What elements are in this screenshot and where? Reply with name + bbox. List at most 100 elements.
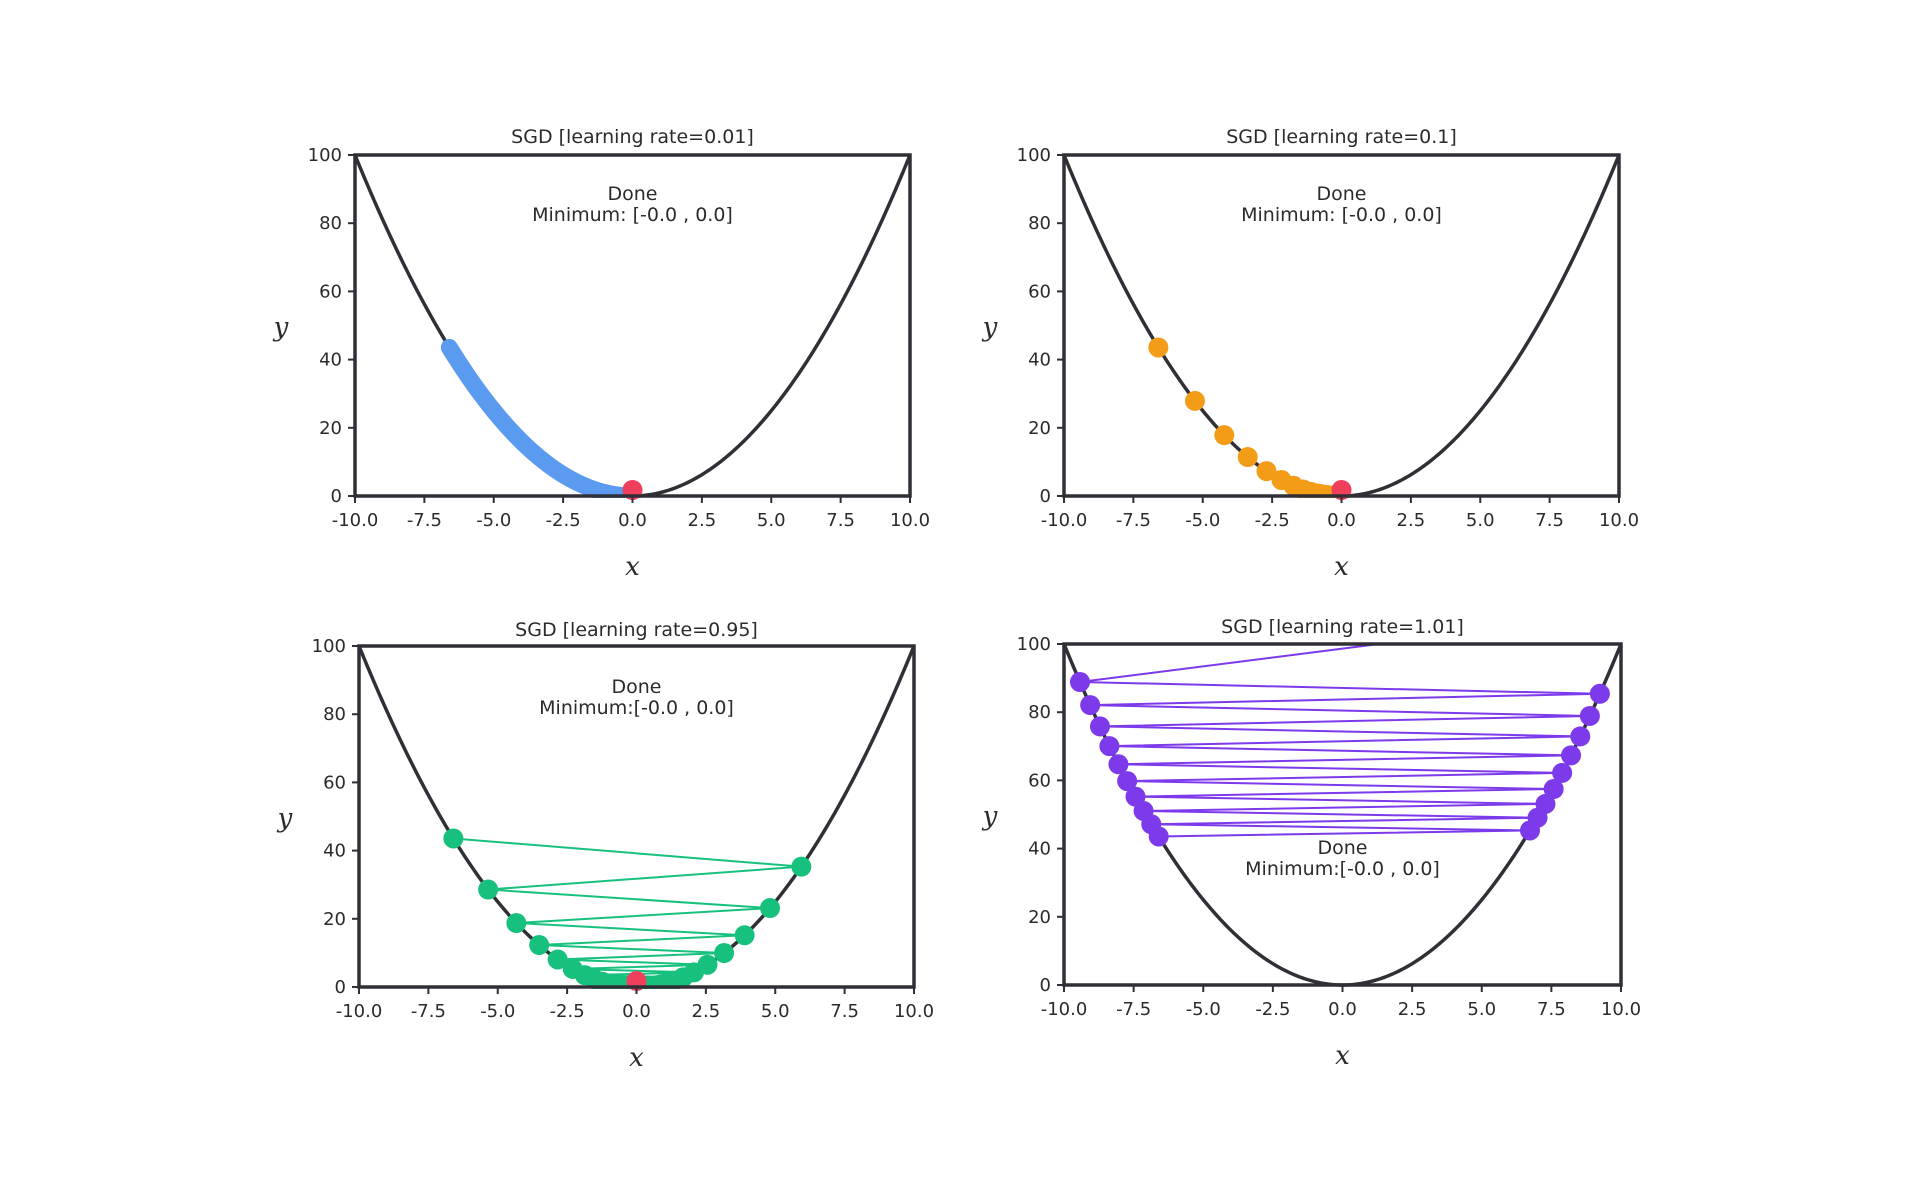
x-tick-label: 10.0: [890, 510, 930, 531]
y-tick-label: 60: [319, 281, 342, 302]
descent-steps: [440, 338, 641, 498]
x-tick-label: 5.0: [757, 510, 786, 531]
x-tick-label: -7.5: [1116, 999, 1151, 1020]
x-tick-label: 0.0: [618, 510, 647, 531]
step-point: [1148, 337, 1169, 358]
x-tick-label: 10.0: [894, 1001, 934, 1022]
x-tick-label: 7.5: [1535, 510, 1564, 531]
step-point: [547, 949, 568, 970]
chart-panel-4: -10.0 -7.5 -5.0 -2.5 0.0 2.5 5.0 7.5 10.0 0 20 40 60…: [982, 616, 1641, 1071]
y-axis-label: y: [273, 313, 289, 343]
y-tick-label: 40: [1028, 350, 1051, 371]
x-axis-label: x: [1334, 552, 1349, 582]
step-point: [1184, 390, 1205, 411]
x-tick-label: 7.5: [826, 510, 855, 531]
step-point: [1237, 447, 1258, 468]
x-tick-label: -7.5: [1116, 510, 1151, 531]
y-tick-label: 60: [1028, 281, 1051, 302]
x-tick-label: 2.5: [692, 1001, 721, 1022]
step-point: [1570, 726, 1591, 747]
descent-path: [440, 338, 641, 498]
x-axis-label: x: [625, 552, 640, 582]
x-tick-label: 10.0: [1599, 510, 1639, 531]
chart-title: SGD [learning rate=0.1]: [1226, 126, 1457, 148]
minimum-annotation: Minimum:[-0.0 , 0.0]: [539, 697, 734, 719]
step-point: [529, 935, 550, 956]
step-point: [1069, 672, 1090, 692]
status-annotation: Done: [1318, 837, 1368, 859]
y-axis-label: y: [982, 313, 998, 343]
minimum-annotation: Minimum: [-0.0 , 0.0]: [1241, 204, 1442, 226]
x-tick-label: -10.0: [336, 1001, 383, 1022]
step-point: [478, 879, 499, 900]
chart-panel-2: -10.0 -7.5 -5.0 -2.5 0.0 2.5 5.0 7.5 10.0 0 20 40 60…: [982, 126, 1639, 582]
y-tick-label: 100: [1017, 145, 1051, 166]
y-tick-label: 80: [1028, 213, 1051, 234]
y-tick-label: 20: [1028, 907, 1051, 928]
x-tick-label: 2.5: [1397, 510, 1426, 531]
y-tick-label: 20: [323, 909, 346, 930]
step-point: [1543, 779, 1564, 800]
x-tick-label: -10.0: [1041, 510, 1088, 531]
step-point: [1080, 695, 1101, 716]
x-tick-label: -10.0: [332, 510, 379, 531]
x-tick-label: 0.0: [1328, 999, 1357, 1020]
step-point: [443, 828, 464, 849]
descent-path: [1079, 643, 1600, 838]
step-point: [506, 913, 527, 934]
step-point: [734, 925, 755, 946]
step-point: [1099, 736, 1120, 757]
step-point: [1589, 683, 1610, 704]
x-axis-label: x: [1335, 1041, 1350, 1071]
x-tick-label: -2.5: [1255, 510, 1290, 531]
y-tick-label: 60: [1028, 770, 1051, 791]
x-tick-label: 0.0: [622, 1001, 651, 1022]
descent-steps: [1069, 643, 1610, 847]
x-tick-label: -2.5: [550, 1001, 585, 1022]
y-axis-label: y: [277, 804, 293, 834]
y-tick-label: 0: [1040, 975, 1051, 996]
step-point: [1117, 771, 1138, 792]
x-tick-label: -2.5: [1255, 999, 1290, 1020]
step-point: [1108, 754, 1129, 775]
descent-steps: [443, 828, 812, 989]
x-tick-label: -7.5: [407, 510, 442, 531]
x-tick-label: 7.5: [1537, 999, 1566, 1020]
y-tick-label: 60: [323, 772, 346, 793]
x-tick-label: -2.5: [546, 510, 581, 531]
status-annotation: Done: [1317, 183, 1367, 205]
y-tick-label: 40: [323, 841, 346, 862]
y-tick-label: 20: [319, 418, 342, 439]
step-point: [1089, 716, 1110, 737]
y-tick-label: 40: [1028, 839, 1051, 860]
y-tick-label: 100: [308, 145, 342, 166]
y-tick-label: 80: [1028, 702, 1051, 723]
chart-panel-3: -10.0 -7.5 -5.0 -2.5 0.0 2.5 5.0 7.5 10.0 0 20 40 60…: [277, 619, 934, 1073]
x-tick-label: 2.5: [1398, 999, 1427, 1020]
y-tick-label: 80: [319, 213, 342, 234]
x-tick-label: -5.0: [1185, 510, 1220, 531]
y-tick-label: 20: [1028, 418, 1051, 439]
x-axis-label: x: [629, 1043, 644, 1073]
y-tick-label: 0: [331, 486, 342, 507]
x-tick-label: 5.0: [761, 1001, 790, 1022]
status-annotation: Done: [608, 183, 658, 205]
y-tick-label: 80: [323, 704, 346, 725]
x-tick-label: 5.0: [1467, 999, 1496, 1020]
x-tick-label: 0.0: [1327, 510, 1356, 531]
x-tick-label: -10.0: [1041, 999, 1088, 1020]
x-tick-label: 10.0: [1601, 999, 1641, 1020]
status-annotation: Done: [612, 676, 662, 698]
minimum-annotation: Minimum: [-0.0 , 0.0]: [532, 204, 733, 226]
x-tick-label: 5.0: [1466, 510, 1495, 531]
x-tick-label: -7.5: [411, 1001, 446, 1022]
x-tick-label: -5.0: [1186, 999, 1221, 1020]
step-point: [1535, 793, 1556, 814]
y-tick-label: 0: [1040, 486, 1051, 507]
minimum-annotation: Minimum:[-0.0 , 0.0]: [1245, 858, 1440, 880]
chart-panel-1: -10.0 -7.5 -5.0 -2.5 0.0 2.5 5.0 7.5 10.0 0 20 40 60…: [273, 126, 930, 582]
step-point: [760, 898, 781, 919]
chart-title: SGD [learning rate=1.01]: [1221, 616, 1464, 638]
step-point: [791, 856, 812, 877]
